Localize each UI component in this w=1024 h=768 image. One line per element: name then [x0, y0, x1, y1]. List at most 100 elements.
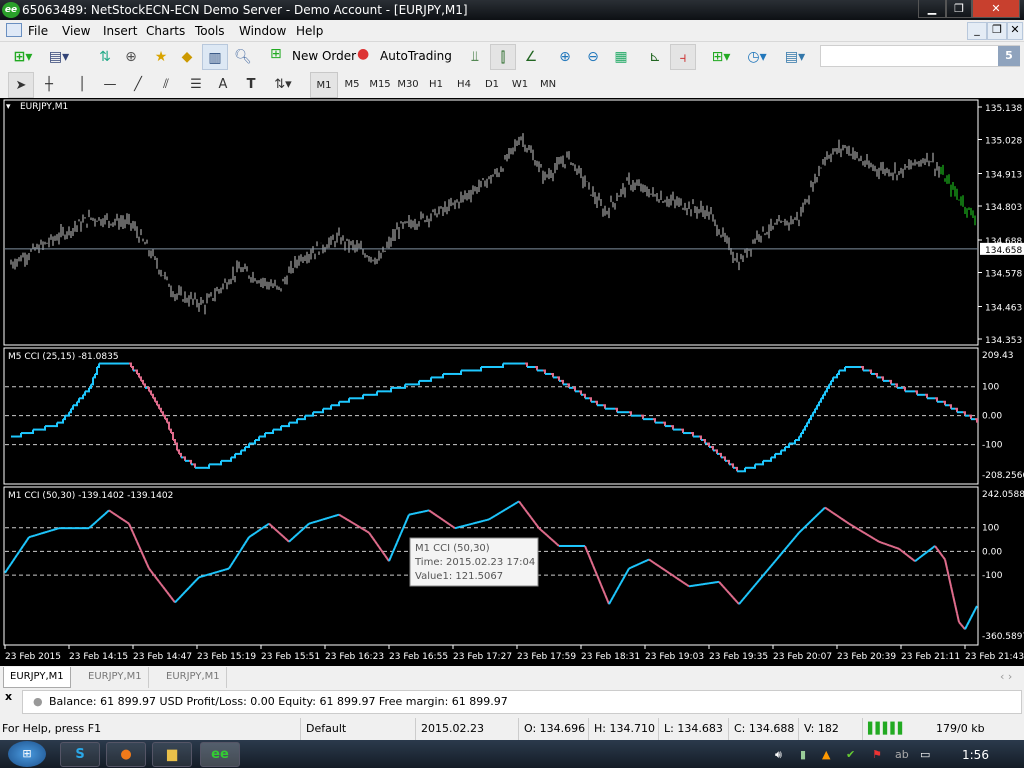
cci-segment	[132, 532, 136, 538]
autotrading-button[interactable]: AutoTrading	[380, 49, 452, 63]
cci-segment	[727, 459, 730, 465]
cci-segment	[246, 536, 250, 541]
menu-insert[interactable]: Insert	[103, 24, 138, 38]
price-tick-label: 134.803	[985, 203, 1022, 213]
fibonacci-tool[interactable]: ☰	[190, 77, 202, 92]
connection-indicator-icon[interactable]: ▌▌▌▌▌	[862, 718, 922, 740]
new-chart-button[interactable]: ⊞▾	[13, 49, 33, 65]
profiles-button[interactable]: ▤▾	[48, 49, 70, 65]
arrows-tool[interactable]: ⇅▾	[274, 77, 292, 92]
tray-check-icon[interactable]: ✔	[846, 748, 856, 761]
chart-tab-3[interactable]: EURJPY,M1	[160, 667, 227, 688]
chart-tab-2[interactable]: EURJPY,M1	[82, 667, 149, 688]
favorites-button[interactable]: ★	[154, 49, 168, 65]
crosshair-navigator-button[interactable]: ⊕	[125, 49, 137, 65]
bar-chart-button[interactable]: ⫫	[471, 49, 479, 65]
timeframe-m5[interactable]: M5	[344, 79, 360, 90]
tray-usb-icon[interactable]: ▮	[800, 748, 807, 761]
new-order-button[interactable]: New Order	[292, 49, 357, 63]
cci-segment	[106, 509, 110, 513]
clock[interactable]: 1:56	[962, 748, 989, 762]
minimize-button[interactable]: ▁	[918, 0, 946, 18]
zoom-out-button[interactable]: ⊖	[587, 49, 599, 65]
cci-segment	[311, 412, 314, 417]
chart-tab-1[interactable]: EURJPY,M1	[3, 667, 71, 688]
zoom-in-button[interactable]: ⊕	[559, 49, 571, 65]
tile-windows-button[interactable]: ▦	[614, 49, 628, 65]
maximize-button[interactable]: ❐	[946, 0, 972, 18]
time-tick-label: 23 Feb 17:59	[517, 652, 576, 662]
crosshair-tool[interactable]: ┼	[45, 77, 53, 92]
taskbar-skype[interactable]: S	[60, 742, 100, 767]
menu-charts[interactable]: Charts	[146, 24, 186, 38]
timeframe-mn[interactable]: MN	[539, 79, 557, 90]
taskbar-explorer[interactable]: ▆	[152, 742, 192, 767]
network-icon[interactable]: ▭	[920, 748, 931, 761]
timeframe-w1[interactable]: W1	[511, 79, 529, 90]
account-summary: Balance: 61 899.97 USD Profit/Loss: 0.00…	[49, 695, 508, 708]
cci-segment	[482, 519, 486, 522]
autoscroll-button[interactable]: ⊾	[649, 49, 661, 65]
strategy-tester-button[interactable]: 🔍︎	[234, 49, 252, 65]
line-chart-button[interactable]: ∠	[524, 49, 538, 65]
periods-button[interactable]: ◷▾	[747, 49, 767, 65]
cci-segment	[388, 556, 392, 562]
tab-scroll-arrows[interactable]: ‹ ›	[1000, 670, 1013, 683]
notifications-icon[interactable]: 5	[998, 46, 1020, 66]
search-input[interactable]: ⚲	[820, 45, 1020, 67]
templates-button[interactable]: ▤▾	[784, 49, 806, 65]
cci-segment	[800, 528, 804, 532]
cursor-tool[interactable]: ➤	[8, 72, 34, 98]
chart-canvas[interactable]: 135.138 135.028 134.913 134.803 134.688 134.5…	[0, 98, 1024, 666]
data-window-button[interactable]: ▥	[202, 44, 228, 70]
timeframe-m15[interactable]: M15	[369, 79, 391, 90]
trendline-tool[interactable]: ╱	[134, 77, 142, 92]
menu-tools[interactable]: Tools	[195, 24, 225, 38]
text-label-tool[interactable]: T	[246, 77, 256, 92]
start-button[interactable]: ⊞	[8, 741, 46, 767]
cci-segment	[681, 428, 684, 434]
terminal-close-button[interactable]: x	[5, 690, 13, 703]
cci-segment	[632, 564, 636, 568]
taskbar-metatrader[interactable]: ee	[200, 742, 240, 767]
tray-ab-icon[interactable]: ab	[895, 748, 909, 761]
taskbar-firefox[interactable]: ●	[106, 742, 146, 767]
text-tool[interactable]: A	[218, 77, 228, 92]
timeframe-m30[interactable]: M30	[397, 79, 419, 90]
cci-segment	[674, 576, 678, 580]
chart-window[interactable]: 135.138 135.028 134.913 134.803 134.688 134.5…	[0, 98, 1024, 666]
timeframe-h1[interactable]: H1	[429, 79, 443, 90]
cci-segment	[946, 568, 950, 578]
indicators-button[interactable]: ⊞▾	[711, 49, 731, 65]
candlestick-button[interactable]: ⫿	[490, 44, 516, 70]
time-tick-label: 23 Feb 19:03	[645, 652, 704, 662]
tray-flag-icon[interactable]: ⚑	[872, 748, 882, 761]
cci-segment	[243, 446, 246, 452]
chart-shift-button[interactable]: ⫞	[670, 44, 696, 70]
timeframe-d1[interactable]: D1	[484, 79, 500, 90]
terminal-button[interactable]: ◆	[181, 49, 193, 65]
cci-segment	[652, 561, 656, 565]
cci-segment	[272, 526, 276, 530]
timeframe-h4[interactable]: H4	[457, 79, 471, 90]
tray-warning-icon[interactable]: ▲	[822, 748, 831, 761]
timeframe-m1[interactable]: M1	[310, 72, 338, 98]
cci-segment	[214, 571, 218, 574]
menu-help[interactable]: Help	[296, 24, 324, 38]
equidistant-channel-tool[interactable]: ⫽	[163, 77, 169, 92]
menu-window[interactable]: Window	[239, 24, 287, 38]
market-watch-button[interactable]: ⇅	[99, 49, 111, 65]
cci-segment	[22, 542, 26, 547]
volume-icon[interactable]: 🔊︎	[775, 748, 782, 761]
vertical-line-tool[interactable]: │	[78, 77, 86, 92]
close-button[interactable]: ✕	[972, 0, 1020, 18]
cci-segment	[615, 407, 618, 413]
horizontal-line-tool[interactable]: —	[103, 77, 117, 92]
cci-segment	[474, 521, 478, 524]
child-close-button[interactable]: ✕	[1007, 22, 1023, 40]
child-minimize-button[interactable]: _	[967, 22, 987, 40]
tooltip-line-3: Value1: 121.5067	[415, 571, 503, 582]
menu-file[interactable]: File	[28, 24, 49, 38]
child-restore-button[interactable]: ❐	[987, 22, 1007, 40]
menu-view[interactable]: View	[62, 24, 91, 38]
